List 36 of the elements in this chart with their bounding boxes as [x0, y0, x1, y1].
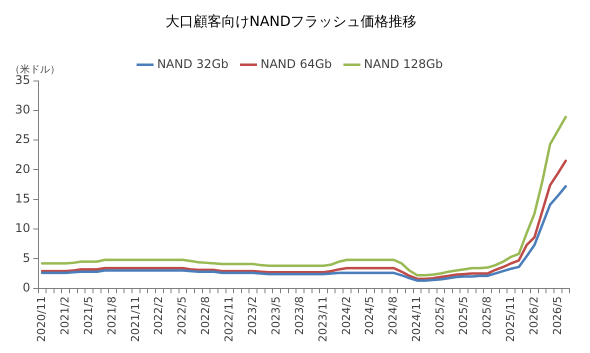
y-tick-label: 30	[14, 102, 30, 117]
x-tick-label: 2022/5	[176, 296, 189, 336]
y-tick-label: 20	[14, 162, 30, 176]
x-tick-label: 2025/5	[456, 296, 470, 336]
y-tick-label: 0	[22, 280, 30, 294]
x-tick-label: 2023/11	[316, 296, 330, 342]
y-tick-label: 25	[14, 132, 30, 146]
y-tick-label: 35	[14, 72, 30, 87]
x-tick-label: 2022/11	[222, 296, 236, 342]
legend-label: NAND 32Gb	[157, 56, 228, 71]
x-tick-label: 2026/5	[550, 296, 564, 336]
y-tick-label: 5	[22, 250, 30, 265]
x-tick-label: 2023/2	[246, 296, 260, 336]
y-axis-title: （米ドル）	[10, 63, 60, 76]
x-tick-label: 2025/11	[504, 296, 517, 342]
x-tick-label: 2021/5	[82, 296, 95, 336]
x-tick-label: 2020/11	[35, 296, 48, 342]
x-tick-label: 2025/2	[434, 296, 447, 336]
x-tick-label: 2026/2	[527, 296, 540, 336]
x-tick-label: 2021/2	[58, 296, 72, 336]
x-tick-label: 2024/11	[410, 296, 424, 342]
x-tick-label: 2024/8	[386, 296, 400, 336]
x-tick-label: 2021/11	[128, 296, 142, 342]
legend-label: NAND 64Gb	[260, 56, 332, 71]
y-tick-label: 10	[14, 221, 30, 236]
x-tick-label: 2021/8	[105, 296, 118, 336]
legend-label: NAND 128Gb	[364, 56, 443, 71]
x-tick-label: 2024/2	[340, 296, 353, 336]
x-tick-label: 2022/8	[199, 296, 212, 336]
x-tick-label: 2025/8	[480, 296, 494, 336]
chart-title: 大口顧客向けNANDフラッシュ価格推移	[165, 14, 417, 30]
x-tick-label: 2023/8	[292, 296, 306, 336]
x-tick-label: 2023/5	[269, 296, 282, 336]
y-tick-label: 15	[14, 192, 30, 206]
x-tick-label: 2024/5	[363, 296, 376, 336]
x-tick-label: 2022/2	[152, 296, 166, 336]
